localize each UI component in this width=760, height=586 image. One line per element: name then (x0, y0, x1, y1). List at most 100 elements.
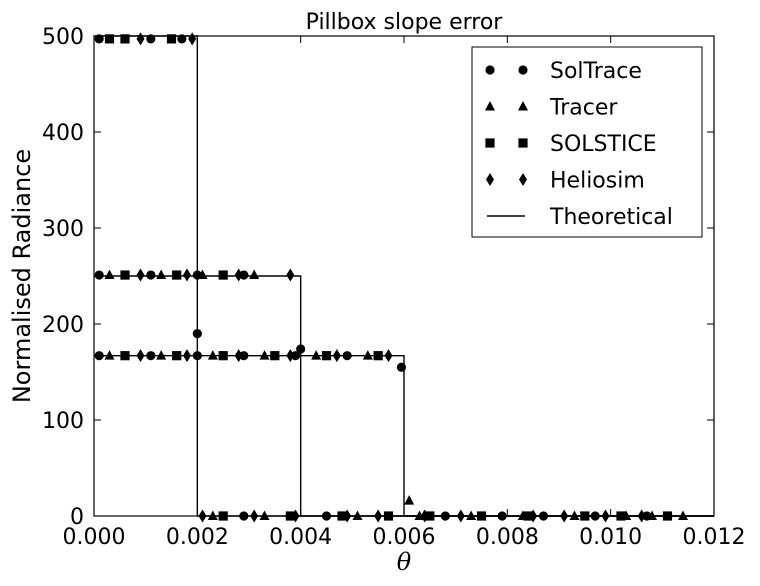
soltrace-point-20 (497, 511, 507, 521)
heliosim-point-17 (374, 509, 383, 523)
y-tick-label-3: 300 (42, 217, 84, 242)
y-tick-label-4: 400 (42, 121, 84, 146)
solstice-point-17 (425, 511, 435, 521)
tracer-point-10 (362, 350, 373, 360)
solstice-point-13 (218, 511, 228, 521)
legend-marker-heliosim-a (486, 173, 494, 186)
x-tick-label-0: 0.000 (63, 525, 126, 550)
solstice-point-3 (166, 34, 177, 44)
solstice-point-6 (218, 270, 228, 280)
tracer-point-9 (311, 350, 322, 360)
tracer-point-7 (207, 350, 218, 360)
tracer-point-20 (647, 510, 657, 520)
heliosim-point-15 (291, 509, 300, 523)
solstice-point-16 (383, 511, 394, 521)
heliosim-point-14 (250, 509, 259, 523)
solstice-point-19 (523, 511, 533, 521)
data-markers (94, 32, 688, 523)
tracer-point-4 (249, 269, 260, 280)
tracer-point-14 (352, 510, 363, 520)
tracer-point-3 (197, 269, 208, 280)
heliosim-point-7 (136, 349, 145, 363)
y-tick-label-1: 100 (42, 409, 84, 434)
tracer-point-18 (569, 510, 580, 520)
x-tick-label-6: 0.012 (683, 525, 746, 550)
solstice-point-18 (476, 511, 487, 521)
tracer-point-8 (259, 350, 270, 360)
legend-box (471, 46, 703, 238)
x-tick-label-2: 0.004 (269, 525, 332, 550)
soltrace-point-5 (146, 270, 156, 280)
heliosim-point-19 (456, 509, 465, 523)
tracer-point-13 (259, 510, 270, 520)
axis-ticks: 0.000 0.002 0.004 0.006 0.008 0.010 0.012 0 100 2… (42, 25, 745, 550)
heliosim-point-20 (529, 509, 538, 523)
heliosim-point-6 (286, 268, 295, 282)
solstice-point-9 (218, 351, 228, 361)
legend: SolTrace Tracer SOLSTICE Heliosim Theoretica… (471, 46, 703, 238)
solstice-point-14 (285, 511, 295, 521)
x-tick-label-5: 0.010 (579, 525, 642, 550)
solstice-point-20 (580, 511, 590, 521)
tracer-point-5 (104, 350, 115, 360)
soltrace-point-15 (296, 344, 306, 354)
soltrace-point-4 (94, 270, 104, 280)
soltrace-point-22 (590, 511, 600, 521)
soltrace-point-2 (146, 34, 156, 44)
heliosim-point-2 (188, 32, 197, 46)
heliosim-point-1 (136, 32, 145, 46)
solstice-point-2 (120, 34, 130, 44)
heliosim-point-5 (234, 268, 243, 282)
soltrace-point-17 (239, 511, 249, 521)
y-tick-label-5: 500 (42, 25, 84, 50)
solstice-point-10 (270, 351, 280, 361)
tracer-point-1 (104, 269, 115, 280)
tracer-point-21 (678, 510, 688, 520)
x-tick-label-1: 0.002 (166, 525, 229, 550)
solstice-point-11 (321, 351, 332, 361)
legend-label-tracer: Tracer (549, 96, 618, 121)
heliosim-point-13 (198, 509, 207, 523)
heliosim-point-3 (136, 268, 145, 282)
soltrace-point-18 (321, 511, 332, 521)
legend-marker-heliosim-b (519, 173, 527, 186)
tracer-point-12 (207, 510, 218, 520)
solstice-point-4 (120, 270, 130, 280)
solstice-point-15 (337, 511, 347, 521)
solstice-point-12 (373, 351, 383, 361)
legend-marker-tracer-b (518, 101, 528, 111)
soltrace-point-21 (538, 511, 549, 521)
heliosim-point-22 (601, 509, 610, 523)
soltrace-point-19 (440, 511, 450, 521)
soltrace-point-13 (342, 351, 352, 361)
tracer-point-16 (466, 510, 477, 520)
solstice-point-8 (172, 351, 182, 361)
legend-label-soltrace: SolTrace (550, 59, 642, 84)
solstice-point-5 (172, 270, 182, 280)
chart-title: Pillbox slope error (306, 10, 504, 35)
tracer-point-11 (404, 495, 415, 505)
solstice-point-22 (662, 511, 673, 521)
theoretical-step-3 (94, 354, 714, 517)
soltrace-point-12 (290, 351, 301, 361)
soltrace-point-7 (239, 270, 249, 280)
legend-label-heliosim: Heliosim (550, 169, 645, 194)
soltrace-point-8 (94, 351, 104, 361)
heliosim-point-4 (183, 268, 191, 282)
heliosim-point-11 (332, 349, 341, 363)
y-tick-label-2: 200 (42, 313, 84, 338)
heliosim-point-12 (384, 349, 393, 363)
heliosim-point-8 (183, 349, 191, 363)
x-tick-label-3: 0.006 (373, 525, 436, 550)
legend-marker-soltrace-a (485, 65, 495, 75)
soltrace-point-11 (239, 351, 249, 361)
soltrace-point-1 (94, 34, 104, 44)
heliosim-point-16 (343, 509, 352, 523)
heliosim-point-23 (637, 509, 646, 523)
tracer-point-6 (156, 350, 167, 360)
soltrace-point-9 (146, 351, 156, 361)
soltrace-point-14 (192, 329, 202, 339)
soltrace-point-16 (396, 362, 407, 372)
legend-label-theoretical: Theoretical (549, 205, 673, 230)
solstice-point-1 (104, 34, 115, 44)
